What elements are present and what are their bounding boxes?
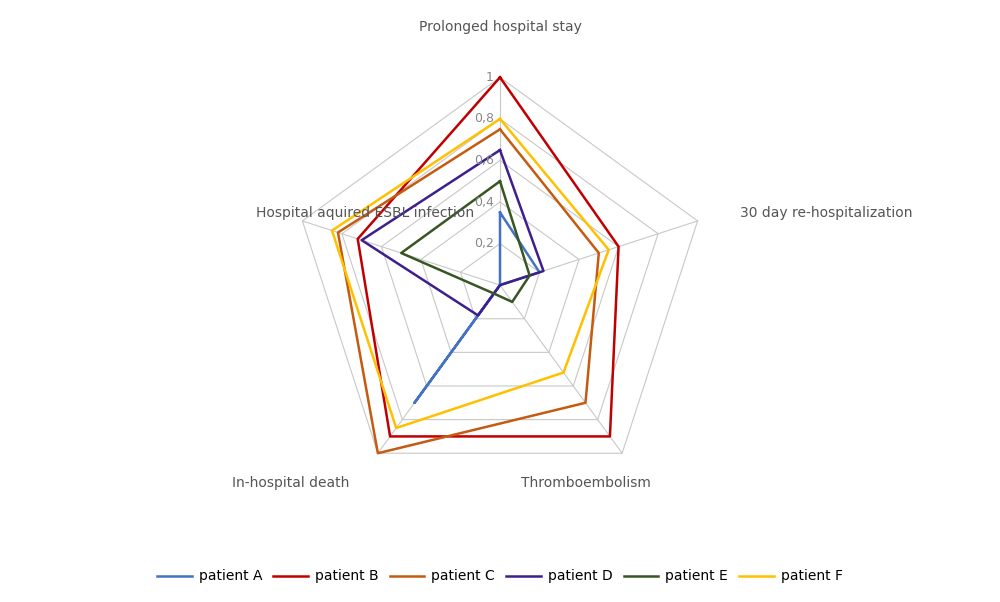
- Text: Hospital aquired ESBL infection: Hospital aquired ESBL infection: [256, 205, 474, 220]
- Text: 0,4: 0,4: [474, 196, 494, 208]
- Text: In-hospital death: In-hospital death: [232, 476, 350, 491]
- Text: Prolonged hospital stay: Prolonged hospital stay: [419, 20, 581, 34]
- Text: 30 day re-hospitalization: 30 day re-hospitalization: [740, 205, 912, 220]
- Text: 1: 1: [486, 71, 494, 84]
- Text: 0,6: 0,6: [474, 154, 494, 167]
- Text: 0,8: 0,8: [474, 113, 494, 125]
- Text: Thromboembolism: Thromboembolism: [521, 476, 650, 491]
- Legend: patient A, patient B, patient C, patient D, patient E, patient F: patient A, patient B, patient C, patient…: [151, 564, 849, 589]
- Text: 0,2: 0,2: [474, 237, 494, 250]
